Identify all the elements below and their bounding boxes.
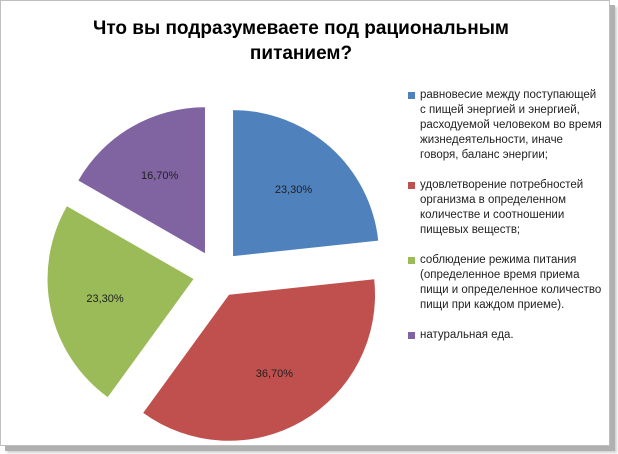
legend-label-natural-food: натуральная еда. [420, 329, 514, 341]
legend-item-natural-food: натуральная еда. [408, 328, 603, 343]
legend-item-energy-balance: равновесие между поступающей с пищей эне… [408, 88, 603, 163]
data-label-natural-food: 16,70% [141, 170, 179, 182]
legend-key-energy-balance [408, 92, 415, 99]
pie-slice-meal-schedule [47, 206, 194, 398]
pie-slice-nutrient-needs [143, 279, 376, 441]
legend-item-meal-schedule: соблюдение режима питания (определенное … [408, 253, 603, 313]
pie-slice-energy-balance [233, 110, 379, 257]
legend-label-meal-schedule: соблюдение режима питания (определенное … [420, 254, 602, 311]
legend-label-nutrient-needs: удовлетворение потребностей организма в … [420, 179, 584, 236]
chart-legend: равновесие между поступающей с пищей эне… [408, 88, 603, 343]
chart-title-line-2: питанием? [249, 43, 353, 64]
legend-item-nutrient-needs: удовлетворение потребностей организма в … [408, 178, 603, 238]
legend-key-natural-food [408, 332, 415, 339]
data-label-energy-balance: 23,30% [275, 184, 313, 196]
pie-slice-natural-food [78, 107, 205, 254]
legend-key-meal-schedule [408, 257, 415, 264]
chart-title: Что вы подразумеваете под рациональным п… [41, 16, 561, 66]
data-label-meal-schedule: 23,30% [86, 293, 124, 305]
legend-label-energy-balance: равновесие между поступающей с пищей эне… [420, 89, 602, 161]
chart-title-line-1: Что вы подразумеваете под рациональным [92, 18, 509, 39]
data-label-nutrient-needs: 36,70% [256, 368, 294, 380]
legend-key-nutrient-needs [408, 182, 415, 189]
